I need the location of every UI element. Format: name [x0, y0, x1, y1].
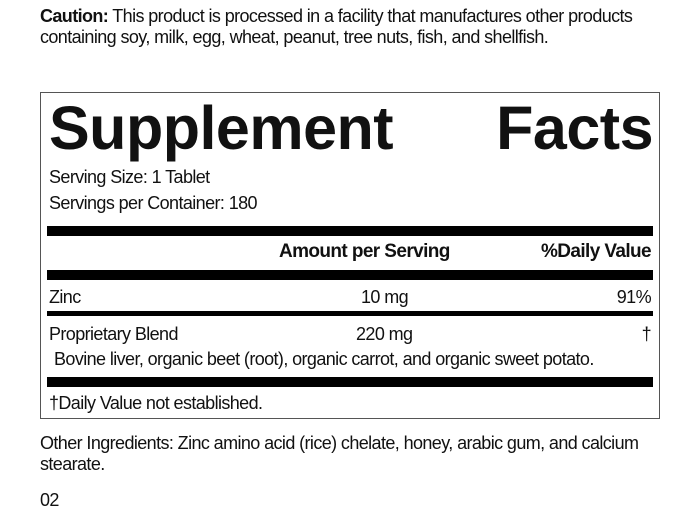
divider-medium [47, 311, 653, 316]
nutrient-name-zinc: Zinc [49, 287, 81, 307]
panel-title: Supplement Facts [49, 95, 653, 161]
nutrient-amount-zinc: 10 mg [361, 287, 409, 307]
header-amount: Amount per Serving [279, 241, 450, 262]
footnote: †Daily Value not established. [49, 393, 263, 413]
title-word-facts: Facts [496, 94, 653, 162]
caution-text: This product is processed in a facility … [40, 6, 633, 47]
caution-statement: Caution: This product is processed in a … [40, 6, 670, 48]
supplement-facts-panel: Supplement Facts Serving Size: 1 Tablet … [40, 92, 660, 419]
page-number: 02 [40, 490, 59, 510]
caution-label: Caution: [40, 6, 109, 26]
divider-thick [47, 226, 653, 236]
nutrient-dv-zinc: 91% [616, 287, 652, 307]
nutrient-amount-blend: 220 mg [356, 324, 413, 344]
other-ingredients: Other Ingredients: Zinc amino acid (rice… [40, 433, 639, 474]
nutrient-dv-blend: † [641, 324, 652, 344]
header-daily-value: %Daily Value [540, 241, 652, 262]
divider-thick [47, 377, 653, 387]
serving-size: Serving Size: 1 Tablet [49, 167, 210, 187]
title-word-supplement: Supplement [49, 94, 394, 162]
nutrient-name-blend: Proprietary Blend [49, 324, 178, 344]
blend-ingredients: Bovine liver, organic beet (root), organ… [54, 349, 594, 369]
divider-thick [47, 270, 653, 280]
servings-per-container: Servings per Container: 180 [49, 193, 258, 213]
